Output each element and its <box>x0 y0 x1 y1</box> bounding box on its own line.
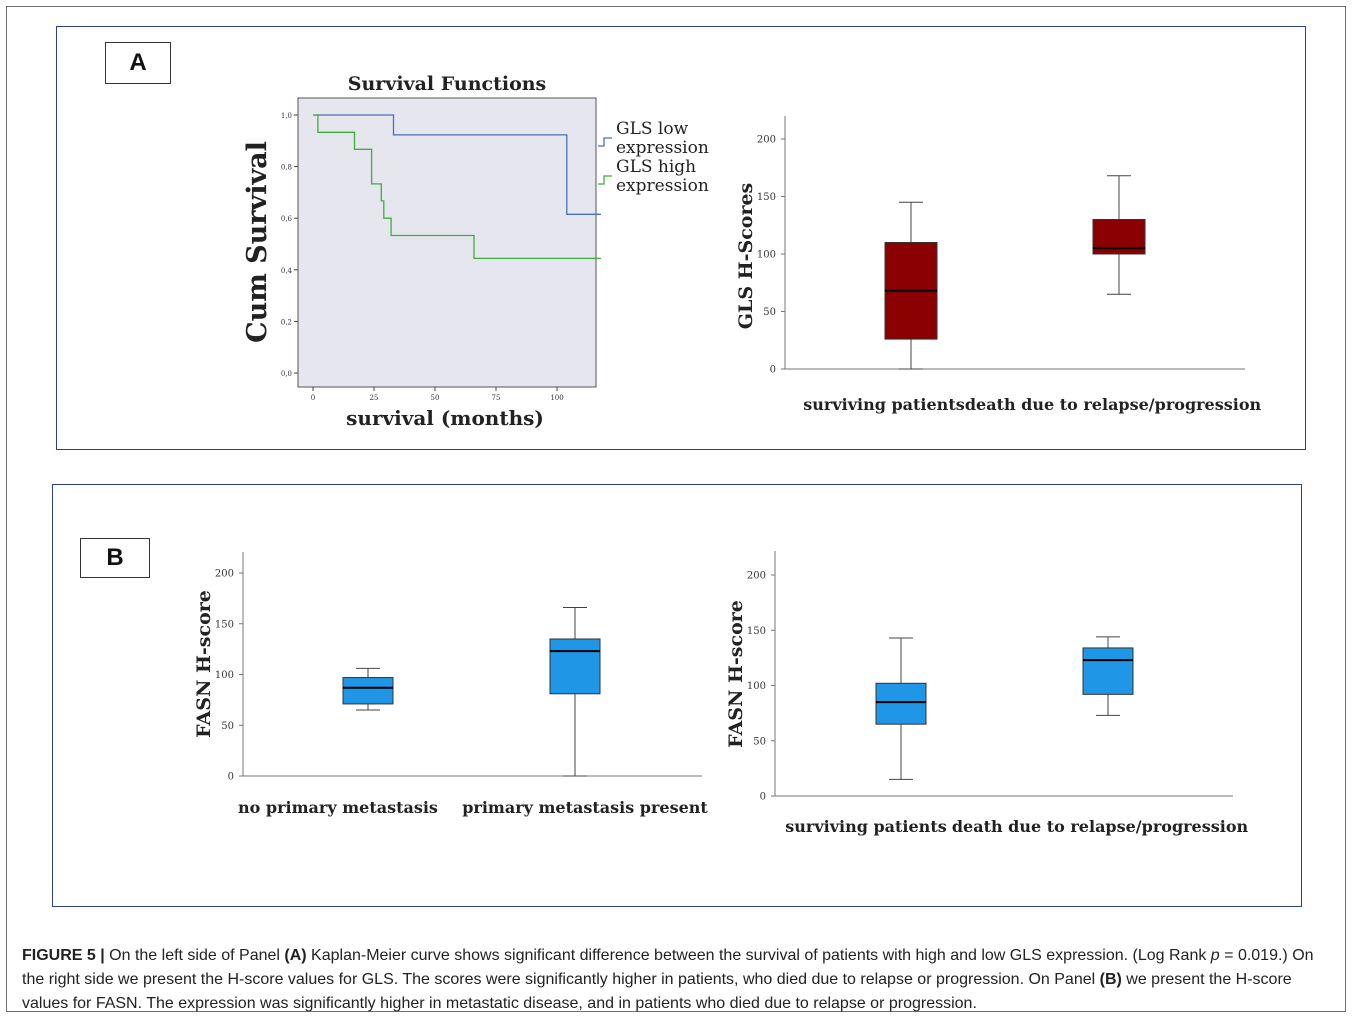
fasn-surv-box-y-tick-label: 50 <box>753 736 766 747</box>
km-x-tick-label: 0 <box>311 394 315 402</box>
km-x-tick-label: 75 <box>492 394 501 402</box>
gls-box-y-tick-label: 200 <box>757 135 776 146</box>
km-title: Survival Functions <box>348 73 547 95</box>
gls-box-y-tick-label: 0 <box>770 365 776 376</box>
km-legend-swatch <box>598 137 612 147</box>
fasn-meta-box-category-label: primary metastasis present <box>462 798 708 817</box>
km-y-tick-label: 1,0 <box>281 112 292 120</box>
fasn-meta-box-y-tick-label: 0 <box>228 772 234 783</box>
caption-text-1: On the left side of Panel <box>104 947 285 964</box>
fasn-surv-box-category-label: surviving patients <box>785 817 946 836</box>
figure-border <box>6 6 1346 1012</box>
fasn-surv-box-y-tick-label: 200 <box>747 571 766 582</box>
fasn-surv-box-y-tick-label: 0 <box>760 792 766 803</box>
fasn-surv-box-category-label: death due to relapse/progression <box>952 817 1249 836</box>
panel-b-frame <box>52 484 1302 907</box>
km-x-tick-label: 100 <box>550 394 563 402</box>
fasn-meta-box-box <box>549 638 601 695</box>
caption-bold-a: (A) <box>284 947 307 964</box>
fasn-meta-box-box <box>342 677 394 705</box>
gls-box-y-tick-label: 50 <box>763 307 776 318</box>
km-series-gls-low <box>313 114 601 215</box>
fasn-meta-box-y-tick-label: 50 <box>221 721 234 732</box>
fasn-surv-box-y-axis-label: FASN H-score <box>725 600 747 748</box>
km-x-tick-label: 50 <box>431 394 440 402</box>
caption-p-symbol: p <box>1210 947 1220 964</box>
gls-box-y-axis-label: GLS H-Scores <box>735 183 757 330</box>
km-legend-label: GLS high expression <box>616 157 709 196</box>
km-x-axis-label: survival (months) <box>346 406 544 430</box>
caption-text-2: Kaplan-Meier curve shows significant dif… <box>306 947 1211 964</box>
gls-box-y-tick-label: 150 <box>757 192 776 203</box>
fasn-meta-box-category-label: no primary metastasis <box>238 798 438 817</box>
gls-box-category-label: surviving patients <box>803 395 964 414</box>
km-y-axis-label: Cum Survival <box>242 141 273 343</box>
fasn-surv-box-box <box>875 682 927 725</box>
km-x-tick-label: 25 <box>370 394 379 402</box>
fasn-meta-box-y-tick-label: 100 <box>215 670 234 681</box>
gls-box-y-tick-label: 100 <box>757 250 776 261</box>
gls-box-category-label: death due to relapse/progression <box>965 395 1262 414</box>
km-series-gls-high <box>313 114 601 260</box>
km-legend-swatch <box>598 175 612 185</box>
caption-text-3: = 0.019.) On the right side we present t… <box>22 947 1314 988</box>
caption-figure-label: FIGURE 5 | <box>22 947 105 964</box>
km-y-tick-label: 0,4 <box>281 267 293 275</box>
km-y-tick-label: 0,8 <box>281 164 292 172</box>
fasn-meta-box-y-tick-label: 150 <box>215 619 234 630</box>
km-y-tick-label: 0,2 <box>281 318 292 326</box>
panel-a-frame <box>56 26 1306 450</box>
km-y-tick-label: 0,6 <box>281 215 293 223</box>
fasn-surv-box-y-tick-label: 100 <box>747 681 766 692</box>
km-legend-label: GLS low expression <box>616 119 709 158</box>
km-plot-area <box>297 97 597 388</box>
panel-b-label: B <box>80 538 150 578</box>
fasn-meta-box-y-tick-label: 200 <box>215 569 234 580</box>
km-y-tick-label: 0,0 <box>281 370 292 378</box>
fasn-meta-box-y-axis-label: FASN H-score <box>193 590 215 738</box>
figure-caption: FIGURE 5 | On the left side of Panel (A)… <box>22 944 1332 1016</box>
fasn-surv-box-y-tick-label: 150 <box>747 626 766 637</box>
caption-text-4: we present the H-score values for FASN. … <box>22 971 1292 1012</box>
fasn-surv-box-box <box>1082 647 1134 695</box>
panel-a-label: A <box>105 42 171 84</box>
caption-bold-b: (B) <box>1099 971 1122 988</box>
